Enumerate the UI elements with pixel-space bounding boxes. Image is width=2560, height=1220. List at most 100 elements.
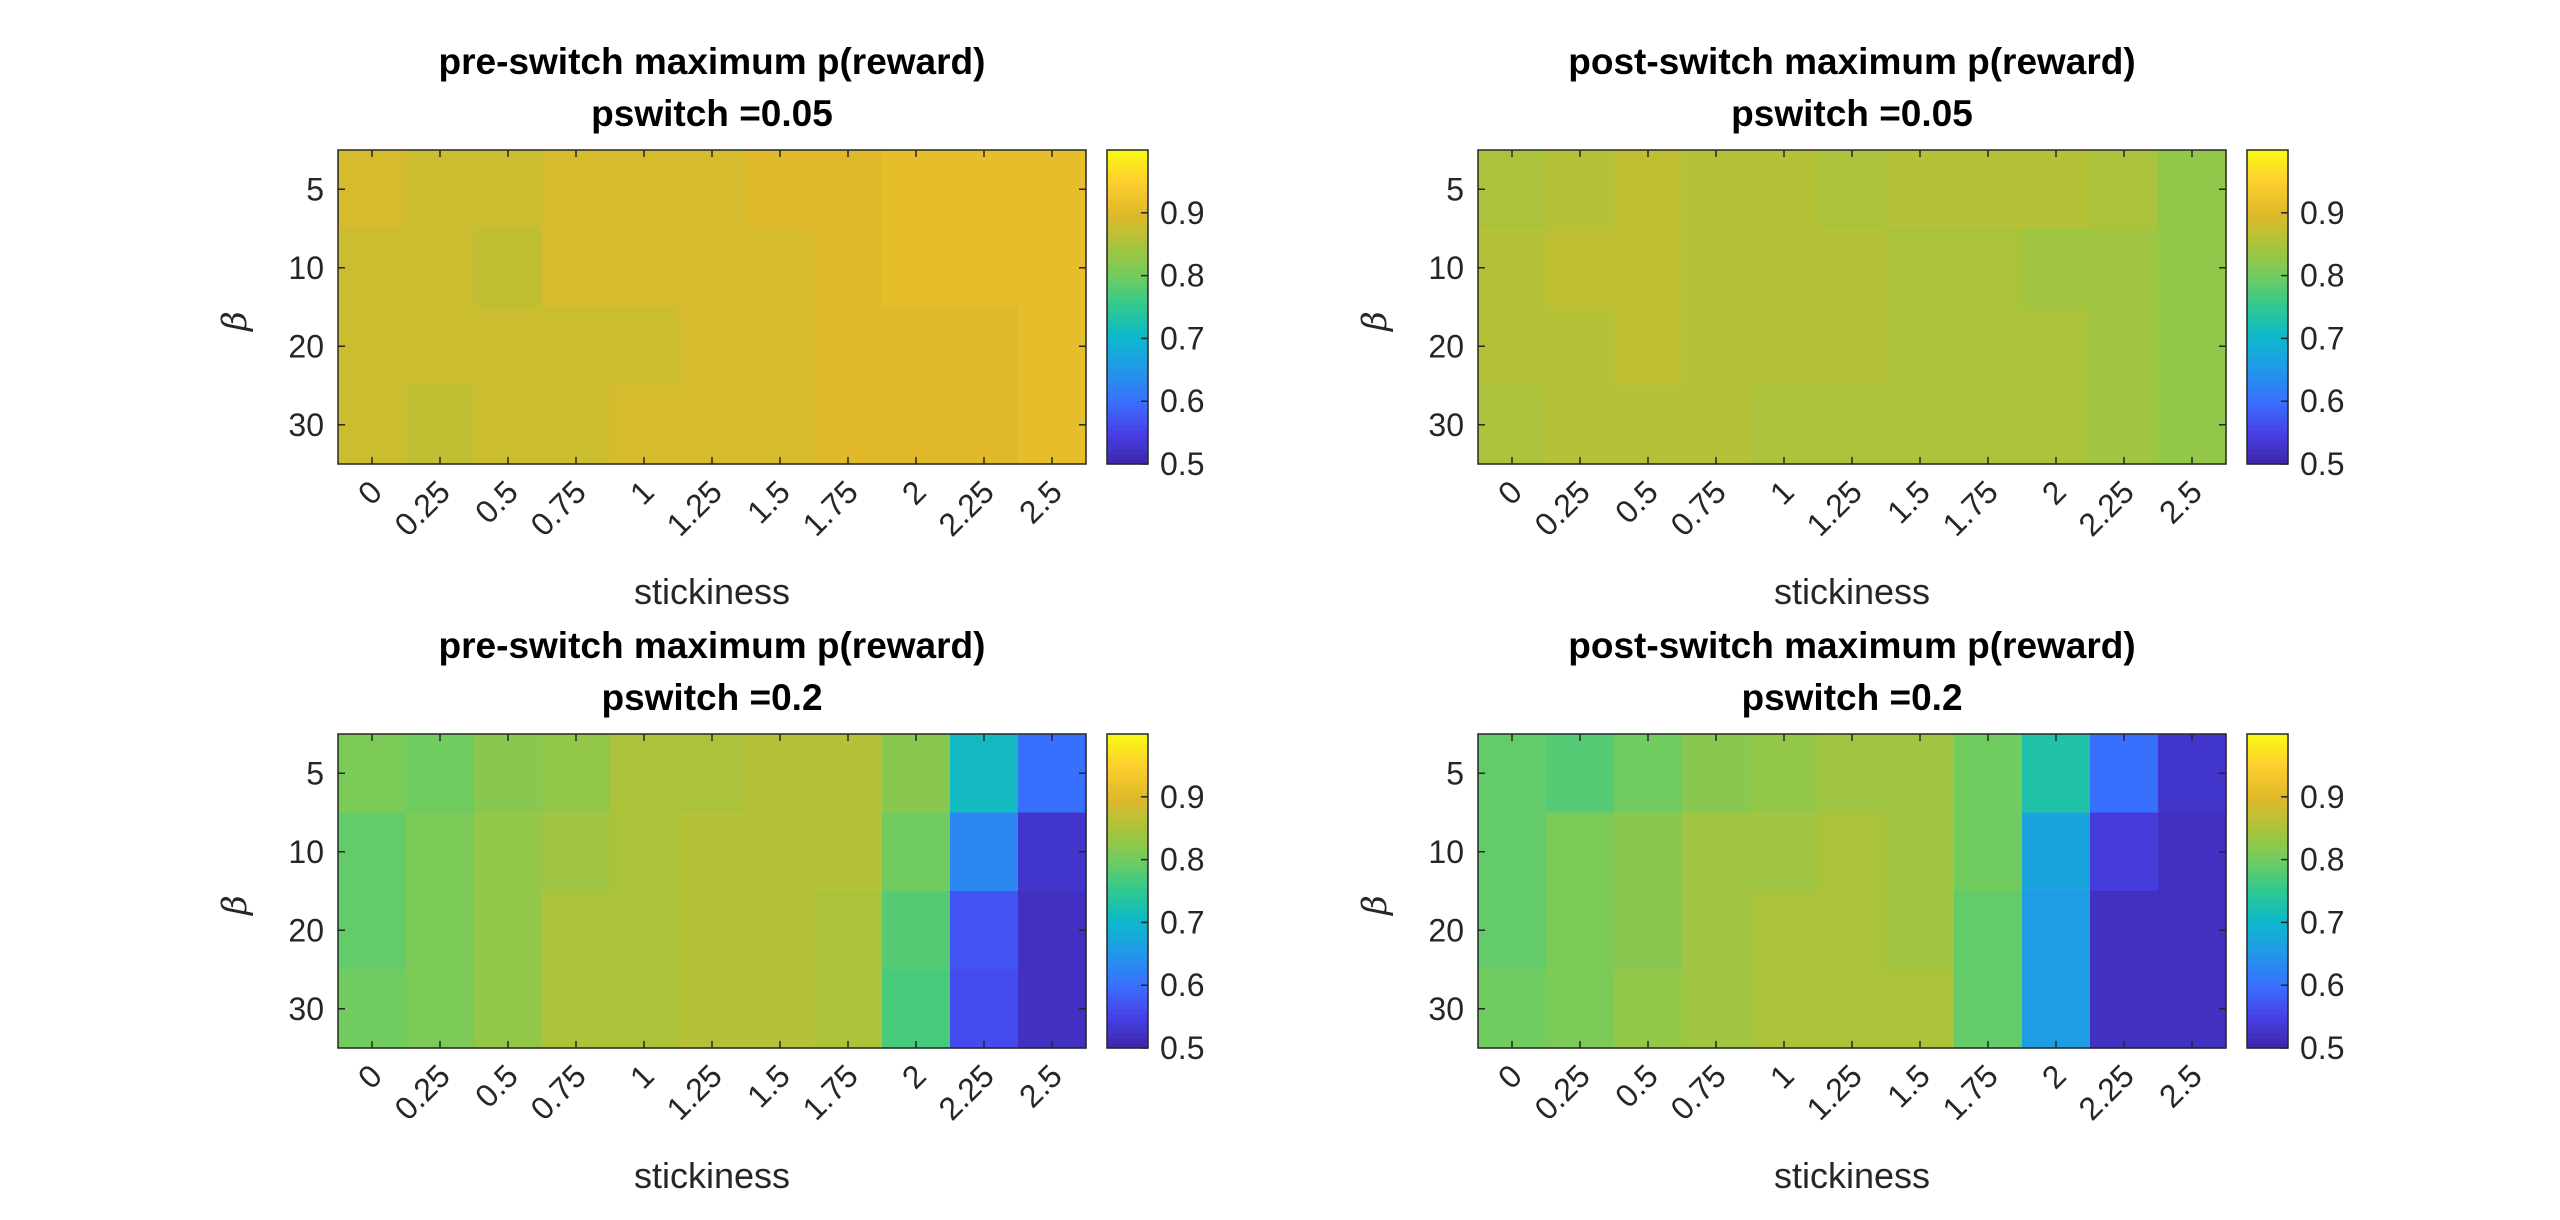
colorbar-segment xyxy=(2247,277,2288,284)
heatmap-cell xyxy=(882,812,951,892)
colorbar-segment xyxy=(2247,287,2288,293)
colorbar-segment xyxy=(1107,817,1148,823)
colorbar-segment xyxy=(1107,792,1148,799)
colorbar-segment xyxy=(1107,1018,1148,1025)
colorbar-segment xyxy=(1107,419,1148,426)
colorbar-frame xyxy=(2246,733,2289,1049)
colorbar-segment xyxy=(2247,1003,2288,1010)
heatmap-cell xyxy=(2158,734,2227,814)
colorbar-segment xyxy=(1107,895,1148,902)
colorbar-segment xyxy=(1107,944,1148,951)
heatmap-cell xyxy=(1546,150,1615,230)
colorbar-tick-label: 0.6 xyxy=(2300,383,2344,419)
colorbar-segment xyxy=(2247,841,2288,848)
heatmap-cell xyxy=(1682,969,1751,1049)
heatmap-cell xyxy=(542,307,611,387)
heatmap-cell xyxy=(1886,734,1955,814)
heatmap-cell xyxy=(1818,812,1887,892)
colorbar-segment xyxy=(2247,203,2288,210)
colorbar-segment xyxy=(2247,297,2288,303)
y-tick-label: 5 xyxy=(1446,755,1464,791)
heatmap-cell xyxy=(406,734,475,814)
x-axis-label: stickiness xyxy=(1774,1155,1930,1196)
heatmap-cell xyxy=(1818,228,1887,308)
heatmap-cell xyxy=(678,385,747,465)
colorbar-segment xyxy=(2247,851,2288,858)
x-tick-label: 1 xyxy=(623,473,661,511)
colorbar-segment xyxy=(2247,282,2288,288)
y-tick-label: 20 xyxy=(1428,328,1464,364)
heatmap-cell xyxy=(1750,891,1819,971)
colorbar-segment xyxy=(1107,169,1148,176)
heatmap-cell xyxy=(610,150,679,230)
colorbar-segment xyxy=(2247,302,2288,308)
colorbar-segment xyxy=(1107,891,1148,897)
x-tick-label: 1.75 xyxy=(1935,473,2004,542)
x-tick-label: 0 xyxy=(1491,1057,1529,1095)
heatmap-cell xyxy=(678,812,747,892)
heatmap-cell xyxy=(1018,734,1087,814)
colorbar-segment xyxy=(1107,743,1148,750)
heatmap-cell xyxy=(610,969,679,1049)
colorbar-segment xyxy=(2247,768,2288,774)
heatmap-cell xyxy=(542,891,611,971)
colorbar-segment xyxy=(1107,257,1148,264)
colorbar-segment xyxy=(2247,316,2288,323)
heatmap-panel-4: post-switch maximum p(reward) pswitch =0.… xyxy=(1355,625,2344,1196)
x-tick-label: 2.5 xyxy=(1012,1057,1069,1114)
colorbar-segment xyxy=(2247,1008,2288,1015)
colorbar-segment xyxy=(1107,248,1148,254)
colorbar-segment xyxy=(2247,257,2288,264)
colorbar-segment xyxy=(1107,262,1148,269)
chart-subtitle: pswitch =0.05 xyxy=(1731,93,1973,134)
heatmap-cell xyxy=(338,969,407,1049)
heatmap-cell xyxy=(1546,734,1615,814)
heatmap-cell xyxy=(1818,307,1887,387)
colorbar-segment xyxy=(1107,910,1148,917)
x-tick-label: 0.75 xyxy=(523,1057,592,1126)
heatmap-cell xyxy=(1682,385,1751,465)
colorbar-segment xyxy=(1107,1013,1148,1020)
colorbar-segment xyxy=(1107,1023,1148,1029)
colorbar-segment xyxy=(1107,787,1148,794)
heatmap-cell xyxy=(474,734,543,814)
heatmap-cell xyxy=(1478,150,1547,230)
colorbar-segment xyxy=(1107,380,1148,387)
colorbar-segment xyxy=(2247,414,2288,421)
colorbar-segment xyxy=(2247,807,2288,814)
x-tick-label: 1.75 xyxy=(795,473,864,542)
heatmap-cell xyxy=(406,812,475,892)
heatmap-cell xyxy=(406,150,475,230)
colorbar-segment xyxy=(2247,812,2288,819)
heatmap-cell xyxy=(1018,385,1087,465)
heatmap-cell xyxy=(814,150,883,230)
colorbar-tick-label: 0.9 xyxy=(1160,195,1204,231)
colorbar-segment xyxy=(1107,949,1148,956)
heatmap-cell xyxy=(1818,969,1887,1049)
y-axis-label: β xyxy=(1355,311,1395,333)
heatmap-cell xyxy=(814,307,883,387)
colorbar-segment xyxy=(1107,302,1148,308)
colorbar-segment xyxy=(1107,1008,1148,1015)
colorbar-segment xyxy=(2247,827,2288,833)
colorbar-segment xyxy=(2247,959,2288,966)
colorbar-segment xyxy=(1107,316,1148,323)
heatmap-cell xyxy=(950,734,1019,814)
colorbar-segment xyxy=(2247,223,2288,230)
colorbar-segment xyxy=(1107,429,1148,436)
colorbar-segment xyxy=(2247,1043,2288,1049)
colorbar-frame xyxy=(1106,733,1149,1049)
x-tick-label: 2.25 xyxy=(931,1057,1000,1126)
heatmap-cell xyxy=(1614,228,1683,308)
colorbar-tick-label: 0.7 xyxy=(2300,904,2344,940)
x-tick-label: 1.25 xyxy=(1799,473,1868,542)
colorbar-segment xyxy=(1107,748,1148,755)
colorbar-segment xyxy=(1107,734,1148,740)
x-tick-label: 0.25 xyxy=(1527,1057,1596,1126)
colorbar-segment xyxy=(1107,925,1148,931)
colorbar-segment xyxy=(1107,159,1148,166)
colorbar-segment xyxy=(1107,243,1148,249)
colorbar-segment xyxy=(1107,920,1148,926)
heatmap-cell xyxy=(1954,385,2023,465)
colorbar-frame xyxy=(1106,149,1149,465)
